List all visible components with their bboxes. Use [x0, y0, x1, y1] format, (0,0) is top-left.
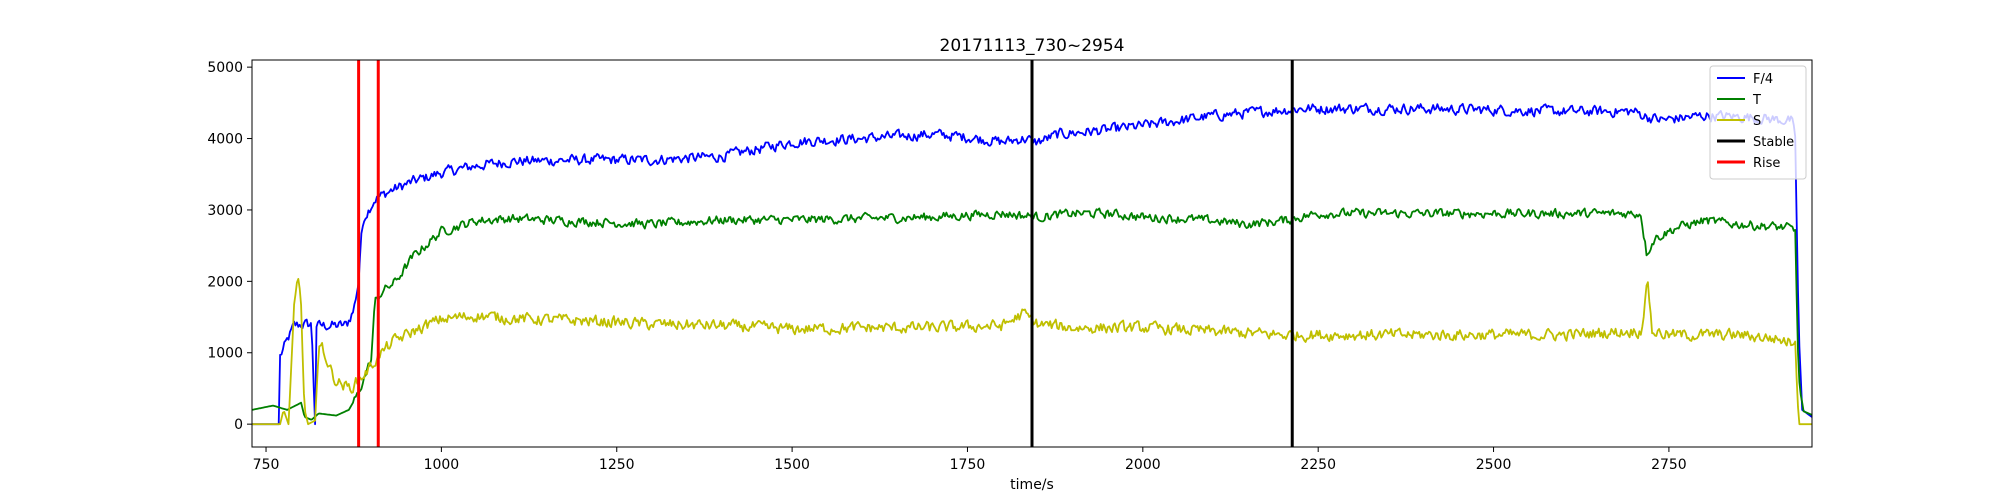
- legend-label: T: [1752, 93, 1761, 108]
- x-tick-label: 1750: [950, 457, 986, 473]
- chart-title: 20171113_730~2954: [940, 36, 1125, 56]
- x-tick-label: 1250: [599, 457, 635, 473]
- x-axis: 750 1000 1250 1500 1750 2000 2250 2500 2750: [253, 447, 1687, 473]
- plot-frame: [251, 59, 1813, 448]
- legend-label: Rise: [1753, 156, 1780, 171]
- marker-lines: [357, 60, 1294, 447]
- x-tick-label: 1000: [424, 457, 460, 473]
- y-tick-label: 0: [234, 417, 243, 433]
- x-tick-label: 2250: [1300, 457, 1336, 473]
- x-tick-label: 750: [253, 457, 280, 473]
- y-tick-label: 1000: [207, 346, 243, 362]
- y-tick-label: 3000: [207, 203, 243, 219]
- x-tick-label: 2750: [1651, 457, 1687, 473]
- x-tick-label: 2500: [1476, 457, 1512, 473]
- x-axis-label: time/s: [1010, 477, 1054, 493]
- x-tick-label: 2000: [1125, 457, 1161, 473]
- legend-label: Stable: [1753, 135, 1794, 150]
- plot-area: 750 1000 1250 1500 1750 2000 2250 2500 2750 0 100…: [207, 59, 1813, 473]
- legend-label: F/4: [1753, 72, 1773, 87]
- y-tick-label: 5000: [207, 60, 243, 76]
- legend-box: [1709, 65, 1807, 180]
- y-tick-label: 2000: [207, 274, 243, 290]
- y-axis: 0 1000 2000 3000 4000 5000: [207, 60, 252, 433]
- legend: F/4 TS Stable Rise: [1709, 65, 1807, 180]
- legend-label: S: [1753, 114, 1761, 129]
- x-tick-label: 1500: [774, 457, 810, 473]
- y-tick-label: 4000: [207, 132, 243, 148]
